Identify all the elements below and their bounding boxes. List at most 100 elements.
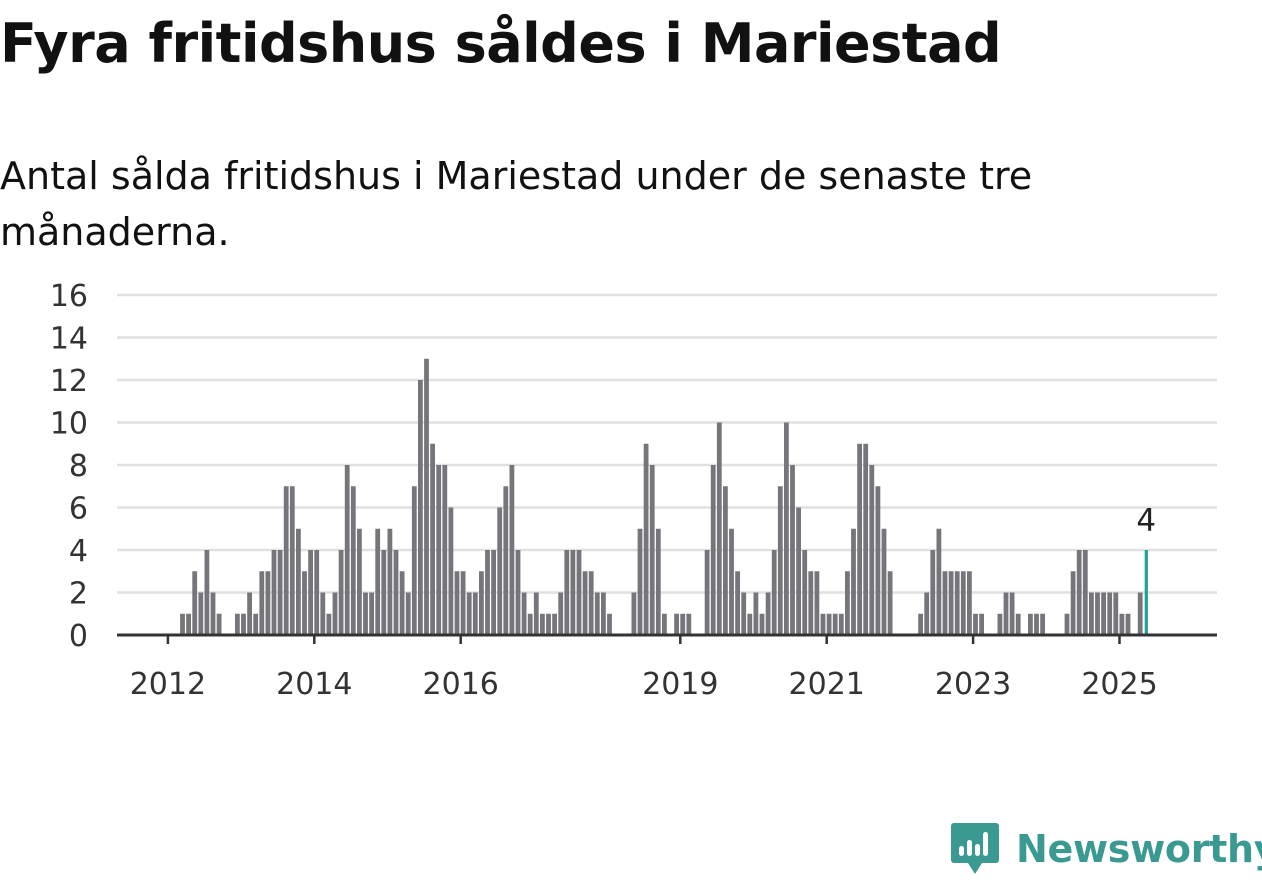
x-tick-label: 2025 xyxy=(1081,667,1157,702)
bar xyxy=(344,465,350,635)
bar xyxy=(296,528,301,635)
bar xyxy=(967,571,972,635)
bar xyxy=(1089,592,1094,635)
bar xyxy=(302,571,307,635)
bar xyxy=(637,528,643,635)
bar xyxy=(857,443,862,635)
bar xyxy=(509,465,515,635)
bar xyxy=(448,507,454,635)
bar xyxy=(289,486,295,635)
bar xyxy=(631,592,637,635)
bar xyxy=(747,613,753,635)
bar xyxy=(411,486,417,635)
bar xyxy=(942,571,948,635)
bar xyxy=(363,592,368,635)
bar xyxy=(357,528,362,635)
bar xyxy=(1113,592,1119,635)
bar xyxy=(350,486,356,635)
bar xyxy=(1003,592,1009,635)
bar xyxy=(662,613,667,635)
bar xyxy=(180,613,185,635)
bar xyxy=(735,571,740,635)
brand-name: Newsworthy xyxy=(1016,827,1262,871)
y-tick-label: 16 xyxy=(50,279,88,314)
bar xyxy=(491,550,496,635)
bar xyxy=(564,550,570,635)
bar xyxy=(454,571,460,635)
bar xyxy=(540,613,545,635)
bar xyxy=(405,592,411,635)
bar xyxy=(466,592,472,635)
bar xyxy=(424,358,429,635)
bar xyxy=(552,613,557,635)
chart-title: Fyra fritidshus såldes i Mariestad xyxy=(0,12,1002,75)
bar xyxy=(948,571,954,635)
bars xyxy=(180,358,1148,635)
bar xyxy=(436,465,442,635)
bar xyxy=(576,550,582,635)
highlight-bar xyxy=(1144,550,1148,635)
x-axis-ticks: 2012 2014 2016 2019 2021 2023 2025 xyxy=(130,635,1158,702)
bar xyxy=(1082,550,1088,635)
bar xyxy=(741,592,747,635)
bar xyxy=(686,613,692,635)
bar xyxy=(485,550,490,635)
bar xyxy=(472,592,478,635)
newsworthy-brand: Newsworthy xyxy=(950,818,1262,880)
bar xyxy=(838,613,844,635)
bar xyxy=(210,592,216,635)
bar xyxy=(497,507,503,635)
bar xyxy=(1009,592,1015,635)
bar xyxy=(930,550,936,635)
bar xyxy=(680,613,686,635)
bar xyxy=(387,528,393,635)
bar xyxy=(753,592,759,635)
bar xyxy=(479,571,484,635)
bar xyxy=(265,571,271,635)
y-tick-label: 12 xyxy=(50,364,88,399)
bar xyxy=(924,592,930,635)
bar xyxy=(845,571,850,635)
bar xyxy=(277,550,283,635)
bar xyxy=(643,443,649,635)
bar xyxy=(1137,592,1143,635)
bar xyxy=(326,613,332,635)
bar xyxy=(1095,592,1100,635)
bar xyxy=(765,592,771,635)
bar xyxy=(1064,613,1070,635)
bar xyxy=(936,528,942,635)
bar xyxy=(814,571,820,635)
bar xyxy=(607,613,612,635)
bar xyxy=(796,507,801,635)
bar xyxy=(259,571,265,635)
bar xyxy=(832,613,838,635)
bar xyxy=(601,592,606,635)
bar xyxy=(979,613,984,635)
x-tick-label: 2016 xyxy=(423,667,499,702)
bar xyxy=(649,465,655,635)
bar xyxy=(851,528,856,635)
bar xyxy=(418,380,423,635)
bar xyxy=(1034,613,1039,635)
y-tick-label: 6 xyxy=(69,492,88,527)
x-tick-label: 2019 xyxy=(642,667,718,702)
bar xyxy=(759,613,765,635)
bar xyxy=(1107,592,1113,635)
bar xyxy=(442,465,448,635)
y-tick-label: 10 xyxy=(50,407,88,442)
bar xyxy=(1028,613,1033,635)
y-axis-ticks: 0 2 4 6 8 10 12 14 16 xyxy=(50,279,88,654)
bar xyxy=(204,550,210,635)
bar xyxy=(1070,571,1076,635)
bar xyxy=(393,550,399,635)
bar xyxy=(594,592,600,635)
bar xyxy=(1125,613,1131,635)
bar xyxy=(314,550,320,635)
bar xyxy=(186,613,191,635)
bar xyxy=(588,571,594,635)
y-tick-label: 0 xyxy=(69,619,88,654)
bar xyxy=(881,528,887,635)
bar xyxy=(381,550,387,635)
bar xyxy=(283,486,289,635)
